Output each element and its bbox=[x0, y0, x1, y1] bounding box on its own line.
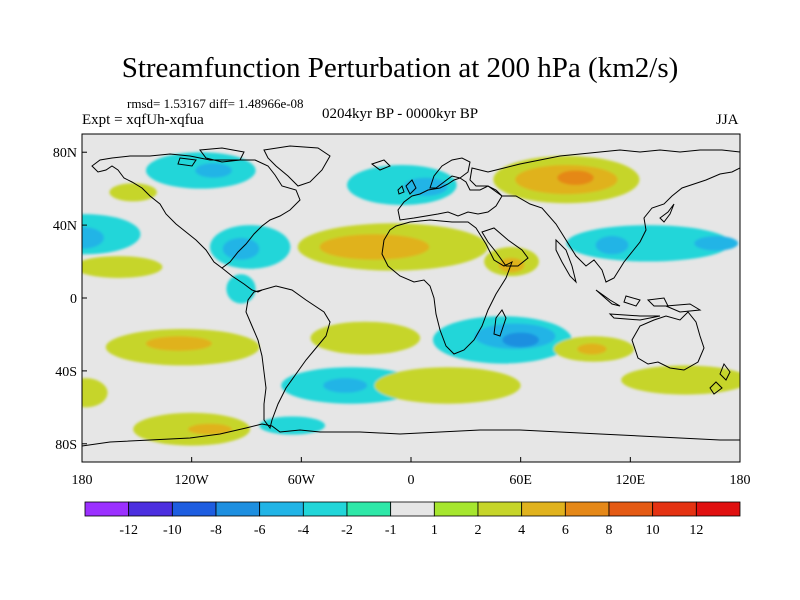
colorbar-swatch bbox=[259, 501, 304, 517]
contour-negative bbox=[502, 332, 539, 348]
colorbar-label: -6 bbox=[254, 523, 266, 538]
contour-negative bbox=[694, 236, 739, 251]
colorbar-swatch bbox=[215, 501, 261, 517]
coastline-australia bbox=[631, 311, 705, 371]
x-tick-label: 60E bbox=[509, 473, 532, 488]
colorbar-label: -12 bbox=[119, 523, 138, 538]
contour-positive bbox=[319, 234, 430, 260]
colorbar-label: 1 bbox=[431, 523, 438, 538]
coastline-north-america bbox=[91, 153, 301, 269]
colorbar-swatch bbox=[346, 501, 392, 517]
colorbar-swatch bbox=[652, 501, 697, 517]
contour-positive bbox=[188, 423, 232, 435]
plot-title: Streamfunction Perturbation at 200 hPa (… bbox=[121, 52, 679, 84]
x-tick-label: 120E bbox=[616, 473, 646, 488]
coastline-arabia bbox=[481, 227, 529, 267]
x-tick-label: 180 bbox=[730, 473, 751, 488]
colorbar-swatch bbox=[390, 501, 435, 517]
coastline-scandinavia bbox=[429, 157, 471, 189]
x-tick-label: 180 bbox=[72, 473, 93, 488]
coastline-japan bbox=[659, 203, 675, 223]
y-axis-ticks: 80N 40N 0 40S 80S bbox=[53, 146, 87, 453]
y-tick-label: 80S bbox=[55, 438, 77, 453]
x-tick-label: 0 bbox=[408, 473, 415, 488]
colorbar-swatch bbox=[695, 501, 741, 517]
contour-negative bbox=[195, 163, 232, 178]
coastline-greenland bbox=[263, 145, 331, 187]
period-label: 0204kyr BP - 0000kyr BP bbox=[322, 106, 479, 122]
colorbar-swatch bbox=[433, 501, 479, 517]
colorbar-label: -4 bbox=[297, 523, 309, 538]
experiment-label: Expt = xqfUh-xqfua bbox=[82, 112, 204, 128]
coastline-madagascar bbox=[493, 309, 507, 337]
coastline-asia bbox=[469, 149, 740, 283]
contour-fills bbox=[82, 152, 740, 446]
contour-positive bbox=[82, 256, 163, 278]
contour-positive bbox=[374, 367, 521, 404]
contour-positive bbox=[310, 321, 421, 355]
stats-label: rmsd= 1.53167 diff= 1.48966e-08 bbox=[127, 96, 304, 111]
contour-positive bbox=[557, 170, 594, 186]
y-tick-label: 0 bbox=[70, 292, 77, 307]
contour-negative bbox=[82, 226, 104, 249]
colorbar-swatch bbox=[477, 501, 523, 517]
coastline-central-america bbox=[221, 267, 263, 293]
y-tick-label: 40S bbox=[55, 365, 77, 380]
coastline-south-america bbox=[245, 285, 331, 430]
coastlines bbox=[82, 145, 740, 447]
colorbar-swatch bbox=[128, 501, 173, 517]
coastline-africa bbox=[381, 219, 513, 355]
contour-positive bbox=[82, 378, 108, 408]
season-label: JJA bbox=[716, 112, 739, 128]
coastline-india bbox=[555, 238, 577, 284]
coastline-indonesia bbox=[595, 289, 702, 321]
colorbar-label: 6 bbox=[562, 523, 569, 538]
colorbar-label: -1 bbox=[385, 523, 397, 538]
coastline-new-zealand bbox=[709, 362, 731, 395]
x-axis-ticks: 180 120W 60W 0 60E 120E 180 bbox=[72, 457, 751, 488]
colorbar-label: 10 bbox=[646, 523, 660, 538]
colorbar-label: 2 bbox=[475, 523, 482, 538]
colorbar-label: 4 bbox=[518, 523, 525, 538]
contour-negative bbox=[323, 378, 368, 393]
colorbar-swatch bbox=[302, 501, 348, 517]
colorbar-label: -2 bbox=[341, 523, 353, 538]
x-tick-label: 120W bbox=[175, 473, 210, 488]
colorbar-label: 8 bbox=[606, 523, 613, 538]
colorbar-swatch bbox=[84, 501, 130, 517]
colorbar-label: 12 bbox=[689, 523, 703, 538]
colorbar-label: -8 bbox=[210, 523, 222, 538]
contour-negative bbox=[595, 236, 629, 255]
contour-negative bbox=[226, 274, 256, 304]
contour-positive bbox=[498, 257, 525, 273]
coastline-antarctica bbox=[82, 423, 740, 447]
contour-negative bbox=[259, 416, 326, 435]
coastline-arctic-islands bbox=[177, 147, 245, 167]
y-tick-label: 40N bbox=[53, 219, 77, 234]
colorbar-label: -10 bbox=[163, 523, 182, 538]
colorbar-swatch bbox=[521, 501, 566, 517]
colorbar-swatch bbox=[564, 501, 610, 517]
colorbar-swatch bbox=[171, 501, 217, 517]
contour-positive bbox=[145, 336, 212, 351]
contour-positive bbox=[109, 183, 157, 202]
colorbar: -12 -10 -8 -6 -4 -2 -1 1 2 4 6 8 10 12 bbox=[84, 501, 741, 538]
coastline-europe bbox=[397, 177, 503, 221]
coastline-iceland bbox=[370, 159, 391, 171]
colorbar-swatch bbox=[608, 501, 654, 517]
y-tick-label: 80N bbox=[53, 146, 77, 161]
contour-negative bbox=[403, 177, 448, 196]
x-tick-label: 60W bbox=[288, 473, 316, 488]
coastline-british-isles bbox=[397, 179, 417, 195]
contour-positive bbox=[577, 343, 607, 355]
